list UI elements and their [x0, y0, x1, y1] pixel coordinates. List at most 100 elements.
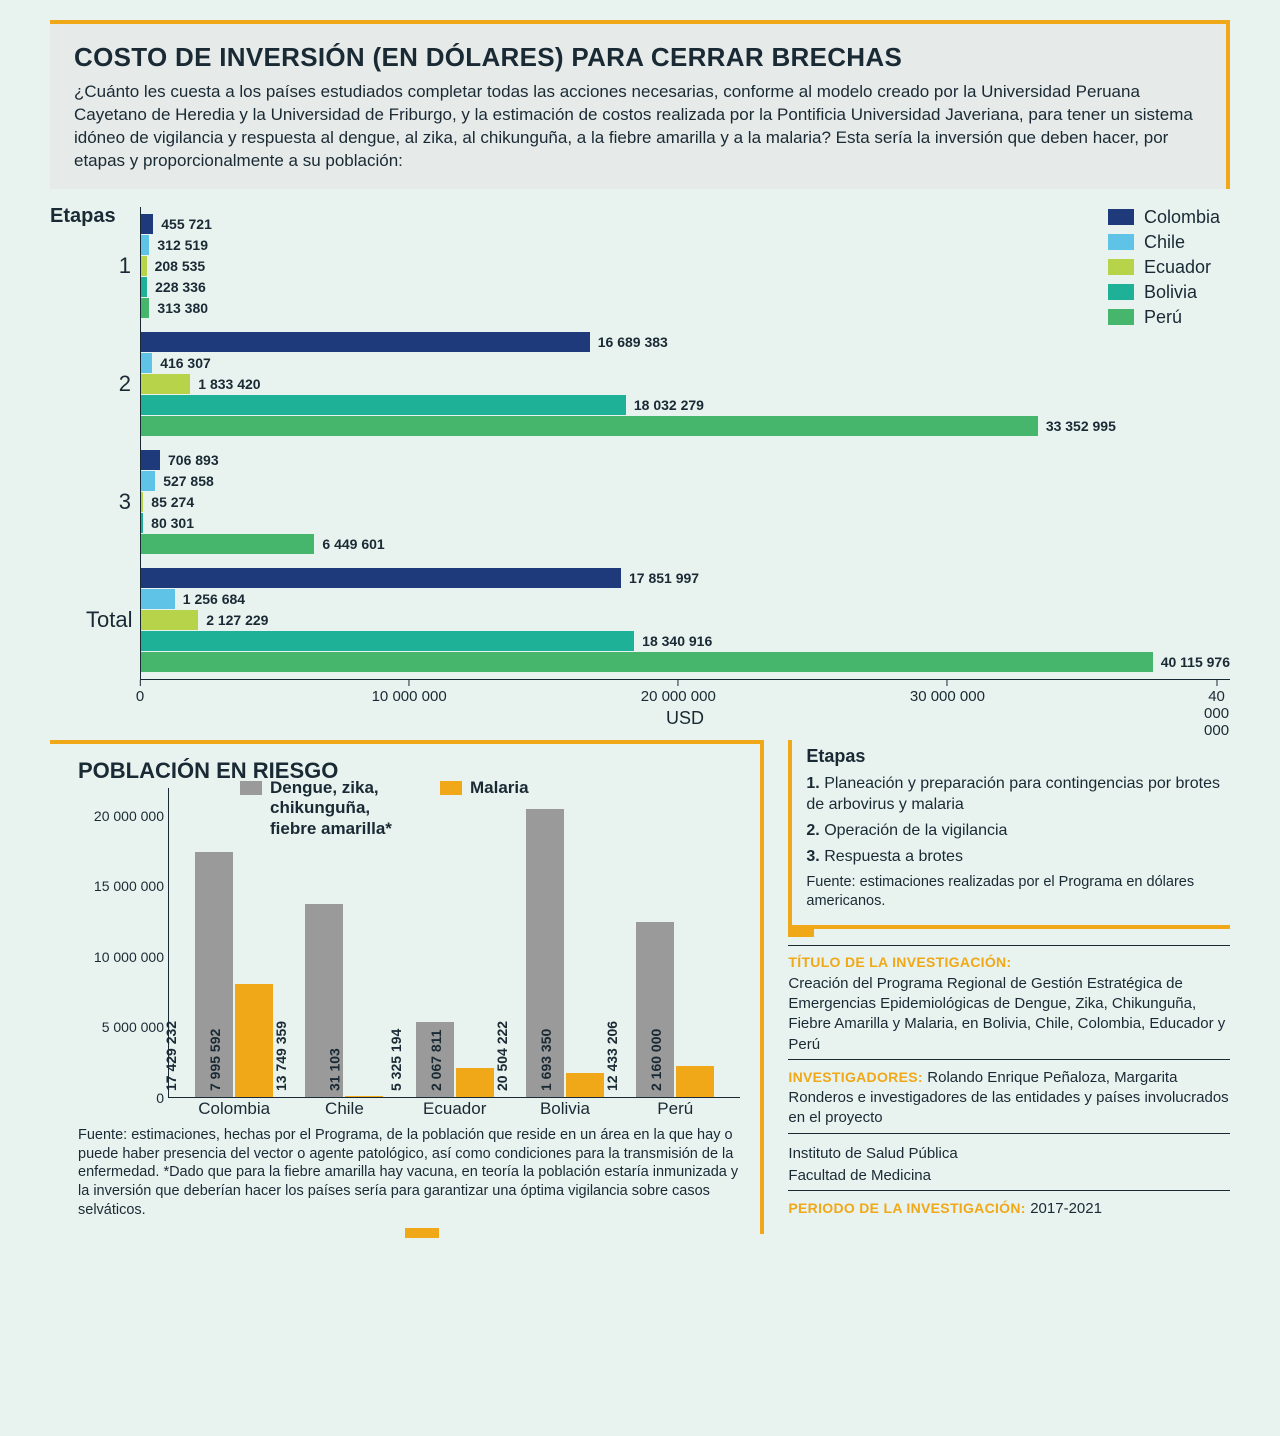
- bar-value-label: 33 352 995: [1046, 418, 1116, 434]
- etapa-item: 2. Operación de la vigilancia: [806, 820, 1224, 842]
- bar-row: 706 893: [141, 450, 1230, 470]
- bar-row: 208 535: [141, 256, 1230, 276]
- bar-row: 313 380: [141, 298, 1230, 318]
- y-tick-label: 10 000 000: [94, 949, 164, 965]
- info-instituto: Instituto de Salud Pública Facultad de M…: [788, 1133, 1230, 1191]
- group-label: 2: [86, 371, 131, 397]
- bar-group: 1455 721312 519208 535228 336313 380: [141, 207, 1230, 325]
- bar-group: 3706 893527 85885 27480 3016 449 601: [141, 443, 1230, 561]
- decorative-tab: [788, 929, 814, 937]
- bar-row: 228 336: [141, 277, 1230, 297]
- population-bar-label: 1 693 350: [538, 1028, 554, 1090]
- bar-value-label: 455 721: [161, 216, 212, 232]
- info-investigadores: INVESTIGADORES: Rolando Enrique Peñaloza…: [788, 1059, 1230, 1133]
- population-chart-wrap: 05 000 00010 000 00015 000 00020 000 000…: [78, 788, 740, 1098]
- bar-row: 1 833 420: [141, 374, 1230, 394]
- bar-group: 216 689 383416 3071 833 42018 032 27933 …: [141, 325, 1230, 443]
- header-box: COSTO DE INVERSIÓN (EN DÓLARES) PARA CER…: [50, 20, 1230, 189]
- bar-value-label: 85 274: [151, 494, 194, 510]
- bar-group: Total17 851 9971 256 6842 127 22918 340 …: [141, 561, 1230, 679]
- bar-value-label: 18 340 916: [642, 633, 712, 649]
- bar-row: 18 340 916: [141, 631, 1230, 651]
- y-tick-label: 15 000 000: [94, 878, 164, 894]
- population-x-label: Chile: [289, 1099, 399, 1119]
- bar-value-label: 312 519: [157, 237, 208, 253]
- x-axis-title: USD: [666, 708, 704, 729]
- bar-value-label: 80 301: [151, 515, 194, 531]
- info-instituto-1: Instituto de Salud Pública: [788, 1144, 1230, 1164]
- bar: [141, 513, 143, 533]
- info-instituto-2: Facultad de Medicina: [788, 1166, 1230, 1186]
- bar-row: 1 256 684: [141, 589, 1230, 609]
- etapa-item: 3. Respuesta a brotes: [806, 846, 1224, 868]
- bar-row: 18 032 279: [141, 395, 1230, 415]
- bar-row: 40 115 976: [141, 652, 1230, 672]
- bar-value-label: 1 833 420: [198, 376, 260, 392]
- etapas-fuente: Fuente: estimaciones realizadas por el P…: [806, 873, 1224, 911]
- info-investigadores-label: INVESTIGADORES:: [788, 1069, 922, 1085]
- bar: [141, 298, 149, 318]
- bar: [141, 631, 634, 651]
- group-label: 3: [86, 489, 131, 515]
- bar-value-label: 2 127 229: [206, 612, 268, 628]
- bar-row: 527 858: [141, 471, 1230, 491]
- x-tick-label: 10 000 000: [372, 688, 447, 705]
- info-periodo-text: 2017-2021: [1030, 1200, 1102, 1217]
- population-bar-label: 20 504 222: [494, 1021, 510, 1091]
- population-x-label: Perú: [620, 1099, 730, 1119]
- bar: [141, 492, 143, 512]
- bar-value-label: 228 336: [155, 279, 206, 295]
- x-tick-label: 0: [136, 688, 144, 705]
- population-bar: 1 693 350: [566, 1073, 604, 1097]
- lower-section: POBLACIÓN EN RIESGO Dengue, zika, chikun…: [50, 740, 1230, 1234]
- population-bar-label: 7 995 592: [207, 1028, 223, 1090]
- side-column: Etapas 1. Planeación y preparación para …: [788, 740, 1230, 1234]
- bar-value-label: 18 032 279: [634, 397, 704, 413]
- etapa-item: 1. Planeación y preparación para conting…: [806, 773, 1224, 816]
- population-bar-label: 12 433 206: [604, 1021, 620, 1091]
- population-bar: 7 995 592: [235, 984, 273, 1096]
- bar: [141, 652, 1153, 672]
- population-bar-label: 17 429 232: [163, 1021, 179, 1091]
- header-description: ¿Cuánto les cuesta a los países estudiad…: [74, 81, 1202, 173]
- bar-value-label: 527 858: [163, 473, 214, 489]
- bar: [141, 235, 149, 255]
- bar-value-label: 706 893: [168, 452, 219, 468]
- population-x-label: Bolivia: [510, 1099, 620, 1119]
- population-y-axis: 05 000 00010 000 00015 000 00020 000 000: [78, 788, 168, 1098]
- y-tick-label: 0: [156, 1090, 164, 1106]
- bar-value-label: 416 307: [160, 355, 211, 371]
- bar-row: 2 127 229: [141, 610, 1230, 630]
- x-tick-label: 30 000 000: [910, 688, 985, 705]
- population-bar-group: 12 433 2062 160 000Perú: [620, 788, 730, 1097]
- x-tick: 0: [136, 680, 144, 705]
- info-periodo: PERIODO DE LA INVESTIGACIÓN: 2017-2021: [788, 1190, 1230, 1223]
- bar-row: 312 519: [141, 235, 1230, 255]
- bar: [141, 534, 314, 554]
- info-titulo-label: TÍTULO DE LA INVESTIGACIÓN:: [788, 954, 1011, 970]
- bar-row: 16 689 383: [141, 332, 1230, 352]
- bar-value-label: 313 380: [157, 300, 208, 316]
- population-bar-label: 5 325 194: [388, 1028, 404, 1090]
- bar-row: 416 307: [141, 353, 1230, 373]
- etapas-box-title: Etapas: [806, 746, 1224, 767]
- bar-value-label: 6 449 601: [322, 536, 384, 552]
- x-tick-label: 40 000 000: [1204, 688, 1229, 739]
- bar-row: 33 352 995: [141, 416, 1230, 436]
- y-axis-label: Etapas: [50, 205, 116, 228]
- group-label: Total: [86, 607, 131, 633]
- population-plot-area: 17 429 2327 995 592Colombia13 749 35931 …: [168, 788, 740, 1098]
- info-section: TÍTULO DE LA INVESTIGACIÓN: Creación del…: [788, 945, 1230, 1224]
- population-bar-group: 13 749 35931 103Chile: [289, 788, 399, 1097]
- bar: [141, 214, 153, 234]
- investment-chart: Etapas ColombiaChileEcuadorBoliviaPerú 1…: [50, 207, 1230, 730]
- bar: [141, 374, 190, 394]
- bar-value-label: 16 689 383: [598, 334, 668, 350]
- bar-value-label: 1 256 684: [183, 591, 245, 607]
- bar: [141, 589, 175, 609]
- bar: [141, 353, 152, 373]
- population-footnote: Fuente: estimaciones, hechas por el Prog…: [78, 1126, 740, 1220]
- population-bar-label: 2 160 000: [648, 1028, 664, 1090]
- y-tick-label: 20 000 000: [94, 808, 164, 824]
- chart-plot-area: 1455 721312 519208 535228 336313 380216 …: [140, 207, 1230, 680]
